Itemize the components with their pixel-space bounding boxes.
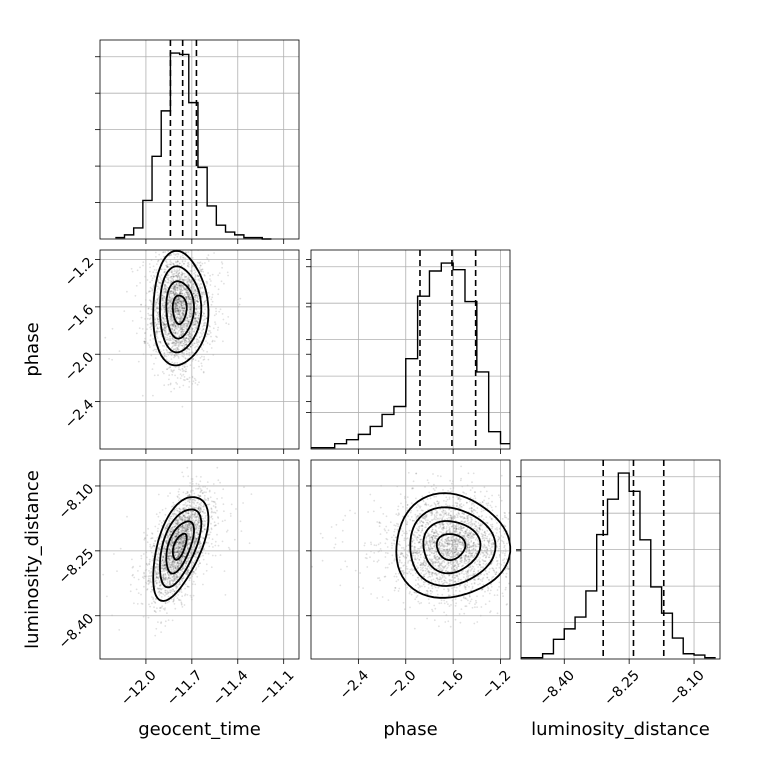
- y-tick-label: −1.6: [62, 302, 97, 337]
- x-tick-label: −8.10: [666, 667, 708, 709]
- x-tick-label: −8.25: [601, 667, 643, 709]
- contour-line: [165, 520, 195, 575]
- histogram-luminosity_distance: [516, 459, 721, 660]
- y-tick-label: −2.0: [62, 349, 97, 384]
- axes-layer: −12.0 −11.7 −11.4 −11.1 −2.4 −2.0 −1.6 −1.2 −8.4…: [22, 39, 721, 740]
- contour-line: [395, 492, 512, 599]
- panel-phase-luminosity_distance: [310, 459, 512, 660]
- x-tick-label: −11.7: [164, 667, 206, 709]
- histogram-phase: [306, 249, 511, 450]
- histogram-geocent_time: [95, 39, 300, 240]
- contour-line: [165, 280, 195, 340]
- x-tick-label: −11.1: [256, 667, 298, 709]
- sample-points: [102, 466, 253, 637]
- axes-frame: [310, 459, 511, 660]
- y-tick-label: −8.40: [56, 611, 98, 653]
- contour-line: [152, 496, 210, 602]
- axes-frame: [310, 249, 511, 450]
- y-tick-label: −8.25: [56, 546, 98, 588]
- contour-line: [159, 265, 203, 354]
- contour-line: [409, 506, 497, 587]
- contour-line: [171, 532, 188, 561]
- axes-frame: [99, 249, 300, 450]
- y-tick-label: −1.2: [62, 254, 97, 289]
- contour-line: [171, 294, 188, 325]
- histogram-steps: [115, 52, 272, 240]
- x-axis-label-geocent_time: geocent_time: [138, 719, 261, 740]
- contour-line: [159, 508, 203, 589]
- axes-frame: [520, 459, 721, 660]
- x-tick-label: −1.2: [479, 667, 514, 702]
- x-tick-label: −12.0: [118, 667, 160, 709]
- axes-frame: [99, 459, 300, 660]
- panel-geocent_time-luminosity_distance: [99, 459, 300, 660]
- axes-frame: [99, 39, 300, 240]
- y-tick-label: −8.10: [56, 481, 98, 523]
- density-layer: [102, 250, 510, 637]
- x-axis-label-luminosity_distance: luminosity_distance: [531, 719, 710, 740]
- histogram-steps: [311, 262, 510, 449]
- x-tick-label: −11.4: [210, 667, 252, 709]
- contour-line: [435, 533, 467, 561]
- contour-line: [152, 249, 210, 367]
- x-tick-label: −1.6: [432, 667, 467, 702]
- y-axis-label-luminosity_distance: luminosity_distance: [22, 470, 43, 649]
- panel-geocent_time-phase: [99, 249, 300, 450]
- x-tick-label: −8.40: [536, 667, 578, 709]
- histogram-steps: [521, 472, 716, 659]
- x-tick-label: −2.4: [337, 667, 372, 702]
- y-tick-label: −2.4: [62, 397, 97, 432]
- sample-points: [311, 465, 510, 630]
- x-axis-label-phase: phase: [383, 719, 437, 740]
- contour-line: [422, 520, 482, 575]
- y-axis-label-phase: phase: [22, 322, 43, 376]
- x-tick-label: −2.0: [384, 667, 419, 702]
